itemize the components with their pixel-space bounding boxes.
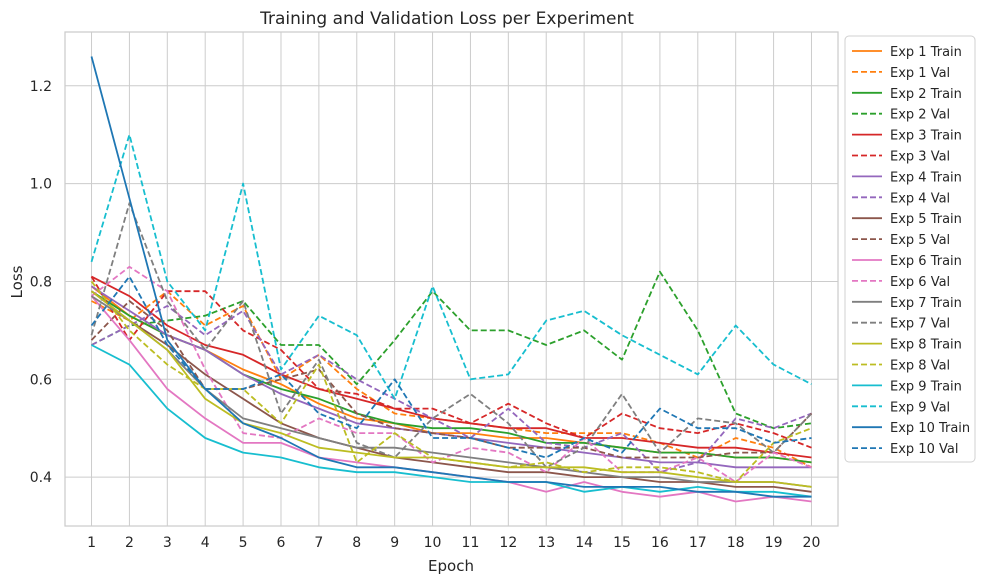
x-tick-label: 2 bbox=[125, 535, 134, 551]
x-tick-label: 1 bbox=[87, 535, 96, 551]
x-axis-ticks: 1 2 3 4 5 6 7 8 9 10 11 12 13 14 15 16 17 18 19 20 bbox=[87, 535, 820, 551]
legend-label: Exp 8 Train bbox=[890, 338, 962, 353]
legend-label: Exp 6 Train bbox=[890, 254, 962, 269]
legend-label: Exp 7 Val bbox=[890, 317, 950, 332]
x-tick-label: 3 bbox=[163, 535, 172, 551]
series-line-exp-8-val bbox=[90, 280, 812, 483]
x-tick-label: 14 bbox=[575, 535, 593, 551]
legend-box bbox=[844, 35, 976, 463]
legend-label: Exp 4 Val bbox=[890, 191, 950, 206]
y-tick-label: 0.8 bbox=[30, 274, 52, 290]
y-tick-label: 0.6 bbox=[30, 372, 52, 388]
y-axis-label: Loss bbox=[8, 265, 26, 298]
legend-label: Exp 2 Val bbox=[890, 108, 950, 123]
x-tick-label: 9 bbox=[390, 535, 399, 551]
x-tick-label: 18 bbox=[727, 535, 745, 551]
series-line-exp-9-val bbox=[90, 133, 812, 400]
x-tick-label: 7 bbox=[314, 535, 323, 551]
x-tick-label: 6 bbox=[277, 535, 286, 551]
x-tick-label: 10 bbox=[424, 535, 442, 551]
x-tick-label: 16 bbox=[651, 535, 669, 551]
series-line-exp-4-val bbox=[91, 304, 812, 474]
plot-area-frame bbox=[64, 31, 839, 527]
x-tick-label: 12 bbox=[499, 535, 517, 551]
x-tick-label: 13 bbox=[537, 535, 555, 551]
legend-label: Exp 5 Val bbox=[890, 233, 950, 248]
x-tick-label: 19 bbox=[765, 535, 783, 551]
legend-label: Exp 7 Train bbox=[890, 296, 962, 311]
series-line-exp-2-val bbox=[91, 270, 812, 430]
series-line-exp-3-train bbox=[91, 275, 812, 459]
legend-label: Exp 3 Train bbox=[890, 129, 962, 144]
legend-label: Exp 8 Val bbox=[890, 359, 950, 374]
legend-label: Exp 9 Train bbox=[890, 379, 962, 394]
series-line-exp-6-val bbox=[90, 265, 812, 483]
x-axis-label: Epoch bbox=[428, 557, 474, 575]
legend-label: Exp 10 Val bbox=[890, 442, 958, 457]
x-tick-label: 4 bbox=[201, 535, 210, 551]
series-line-exp-9-train bbox=[91, 344, 812, 498]
legend-label: Exp 5 Train bbox=[890, 212, 962, 227]
series-line-exp-1-val bbox=[91, 290, 812, 469]
legend-label: Exp 2 Train bbox=[890, 87, 962, 102]
grid-lines bbox=[65, 32, 838, 526]
x-tick-label: 5 bbox=[239, 535, 248, 551]
legend-label: Exp 4 Train bbox=[890, 170, 962, 185]
legend-label: Exp 10 Train bbox=[890, 421, 970, 436]
y-tick-label: 1.2 bbox=[30, 79, 52, 95]
legend: Exp 1 Train Exp 1 Val Exp 2 Train Exp 2 Val… bbox=[844, 35, 976, 463]
legend-label: Exp 3 Val bbox=[890, 150, 950, 165]
series-line-exp-6-train bbox=[90, 295, 812, 503]
series-lines bbox=[90, 56, 813, 503]
legend-label: Exp 9 Val bbox=[890, 400, 950, 415]
legend-label: Exp 6 Val bbox=[890, 275, 950, 290]
series-line-exp-10-val bbox=[90, 275, 812, 459]
x-tick-label: 15 bbox=[613, 535, 631, 551]
series-line-exp-10-train bbox=[90, 56, 812, 498]
series-line-exp-4-train bbox=[91, 285, 812, 469]
x-tick-label: 8 bbox=[352, 535, 361, 551]
y-tick-label: 0.4 bbox=[30, 470, 52, 486]
chart-title: Training and Validation Loss per Experim… bbox=[259, 9, 634, 29]
series-line-exp-3-val bbox=[90, 276, 812, 449]
legend-label: Exp 1 Train bbox=[890, 45, 962, 60]
legend-label: Exp 1 Val bbox=[890, 66, 950, 81]
series-line-exp-5-val bbox=[90, 300, 813, 459]
y-tick-label: 1.0 bbox=[30, 177, 52, 193]
x-tick-label: 20 bbox=[803, 535, 821, 551]
x-tick-label: 17 bbox=[689, 535, 707, 551]
y-axis-ticks: 0.4 0.6 0.8 1.0 1.2 bbox=[30, 79, 52, 486]
x-tick-label: 11 bbox=[462, 535, 480, 551]
